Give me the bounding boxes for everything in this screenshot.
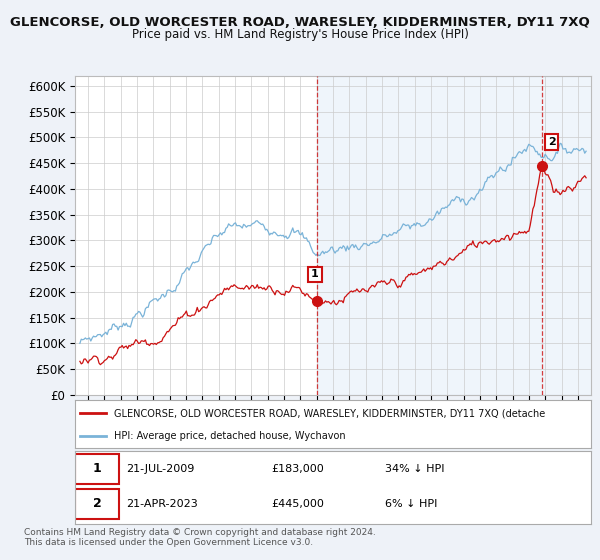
Text: 6% ↓ HPI: 6% ↓ HPI xyxy=(385,499,437,509)
Text: 21-APR-2023: 21-APR-2023 xyxy=(127,499,199,509)
Bar xyxy=(317,76,594,395)
FancyBboxPatch shape xyxy=(75,455,119,484)
Text: 2: 2 xyxy=(548,137,556,147)
Text: Price paid vs. HM Land Registry's House Price Index (HPI): Price paid vs. HM Land Registry's House … xyxy=(131,28,469,41)
Text: GLENCORSE, OLD WORCESTER ROAD, WARESLEY, KIDDERMINSTER, DY11 7XQ (detache: GLENCORSE, OLD WORCESTER ROAD, WARESLEY,… xyxy=(114,408,545,418)
Text: 1: 1 xyxy=(311,269,319,279)
Text: 1: 1 xyxy=(93,463,101,475)
FancyBboxPatch shape xyxy=(75,489,119,519)
Text: This data is licensed under the Open Government Licence v3.0.: This data is licensed under the Open Gov… xyxy=(24,538,313,547)
Text: 21-JUL-2009: 21-JUL-2009 xyxy=(127,464,195,474)
Text: 34% ↓ HPI: 34% ↓ HPI xyxy=(385,464,444,474)
Text: Contains HM Land Registry data © Crown copyright and database right 2024.: Contains HM Land Registry data © Crown c… xyxy=(24,528,376,537)
Text: HPI: Average price, detached house, Wychavon: HPI: Average price, detached house, Wych… xyxy=(114,431,346,441)
Text: 2: 2 xyxy=(93,497,101,511)
Text: GLENCORSE, OLD WORCESTER ROAD, WARESLEY, KIDDERMINSTER, DY11 7XQ: GLENCORSE, OLD WORCESTER ROAD, WARESLEY,… xyxy=(10,16,590,29)
Text: £445,000: £445,000 xyxy=(271,499,324,509)
Text: £183,000: £183,000 xyxy=(271,464,324,474)
